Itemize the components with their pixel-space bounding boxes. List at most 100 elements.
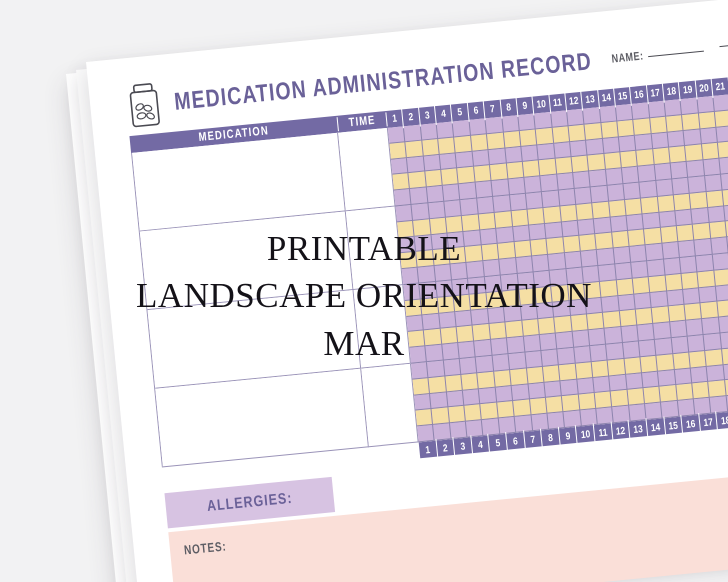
grid-cell[interactable] xyxy=(607,184,626,202)
grid-cell[interactable] xyxy=(474,340,493,358)
grid-cell[interactable] xyxy=(520,303,539,322)
grid-cell[interactable] xyxy=(522,160,541,178)
grid-cell[interactable] xyxy=(488,148,507,166)
grid-cell[interactable] xyxy=(428,201,446,220)
grid-cell[interactable] xyxy=(489,322,508,341)
grid-cell[interactable] xyxy=(459,357,478,375)
grid-cell[interactable] xyxy=(528,223,547,241)
grid-cell[interactable] xyxy=(718,141,728,159)
grid-cell[interactable] xyxy=(491,179,510,197)
grid-cell[interactable] xyxy=(457,167,476,185)
grid-cell[interactable] xyxy=(638,165,657,183)
grid-cell[interactable] xyxy=(424,329,443,347)
grid-cell[interactable] xyxy=(687,160,705,178)
grid-cell[interactable] xyxy=(490,338,509,356)
grid-cell[interactable] xyxy=(676,383,694,402)
grid-cell[interactable] xyxy=(431,233,450,251)
grid-cell[interactable] xyxy=(597,248,615,266)
grid-cell[interactable] xyxy=(570,314,589,333)
grid-cell[interactable] xyxy=(546,237,565,255)
grid-cell[interactable] xyxy=(619,309,638,328)
grid-cell[interactable] xyxy=(523,335,542,353)
grid-cell[interactable] xyxy=(641,196,660,214)
grid-cell[interactable] xyxy=(606,342,625,361)
grid-cell[interactable] xyxy=(444,200,463,218)
grid-cell[interactable] xyxy=(468,277,487,295)
grid-cell[interactable] xyxy=(576,203,595,221)
grid-cell[interactable] xyxy=(458,341,477,359)
grid-cell[interactable] xyxy=(428,376,447,394)
grid-cell[interactable] xyxy=(410,187,429,205)
grid-cell[interactable] xyxy=(445,215,464,234)
grid-cell[interactable] xyxy=(563,236,581,254)
grid-cell[interactable] xyxy=(425,344,444,363)
grid-cell[interactable] xyxy=(684,303,703,321)
grid-cell[interactable] xyxy=(484,275,503,293)
grid-cell[interactable] xyxy=(483,259,501,278)
grid-cell[interactable] xyxy=(616,278,635,296)
grid-cell[interactable] xyxy=(552,300,571,318)
grid-cell[interactable] xyxy=(575,361,594,380)
grid-cell[interactable] xyxy=(722,188,728,206)
grid-cell[interactable] xyxy=(412,377,431,396)
grid-cell[interactable] xyxy=(583,281,602,299)
grid-cell[interactable] xyxy=(678,240,697,258)
grid-cell[interactable] xyxy=(703,158,722,177)
grid-cell[interactable] xyxy=(517,272,536,290)
grid-cell[interactable] xyxy=(533,270,552,289)
grid-cell[interactable] xyxy=(675,209,694,227)
grid-cell[interactable] xyxy=(478,212,497,230)
grid-cell[interactable] xyxy=(659,210,677,229)
grid-cell[interactable] xyxy=(649,116,668,134)
grid-cell[interactable] xyxy=(525,192,544,210)
grid-cell[interactable] xyxy=(594,217,612,235)
grid-cell[interactable] xyxy=(588,328,607,347)
grid-cell[interactable] xyxy=(508,177,526,196)
grid-cell[interactable] xyxy=(712,253,728,271)
time-cell[interactable] xyxy=(361,363,419,448)
grid-cell[interactable] xyxy=(621,325,639,343)
grid-cell[interactable] xyxy=(671,336,690,354)
grid-cell[interactable] xyxy=(502,289,521,307)
grid-cell[interactable] xyxy=(719,157,728,175)
grid-cell[interactable] xyxy=(497,242,516,260)
grid-cell[interactable] xyxy=(499,258,518,276)
grid-cell[interactable] xyxy=(440,327,459,345)
grid-cell[interactable] xyxy=(480,402,499,421)
grid-cell[interactable] xyxy=(473,324,491,342)
name-field-group[interactable]: NAME: xyxy=(611,45,704,66)
grid-cell[interactable] xyxy=(413,219,432,237)
grid-cell[interactable] xyxy=(555,332,574,350)
grid-cell[interactable] xyxy=(430,391,449,410)
grid-cell[interactable] xyxy=(600,280,619,298)
grid-cell[interactable] xyxy=(656,353,675,372)
grid-cell[interactable] xyxy=(656,179,674,197)
date-input-line[interactable] xyxy=(719,34,728,48)
grid-cell[interactable] xyxy=(411,203,430,221)
grid-cell[interactable] xyxy=(705,349,724,367)
grid-cell[interactable] xyxy=(623,182,642,200)
grid-cell[interactable] xyxy=(555,157,574,175)
grid-cell[interactable] xyxy=(704,333,722,351)
grid-cell[interactable] xyxy=(676,224,695,243)
grid-cell[interactable] xyxy=(614,262,633,281)
grid-cell[interactable] xyxy=(515,256,534,274)
grid-cell[interactable] xyxy=(594,391,613,410)
grid-cell[interactable] xyxy=(693,223,712,241)
grid-cell[interactable] xyxy=(559,204,578,222)
grid-cell[interactable] xyxy=(690,366,709,384)
grid-cell[interactable] xyxy=(577,218,596,237)
grid-cell[interactable] xyxy=(548,253,567,271)
grid-cell[interactable] xyxy=(432,248,451,267)
grid-cell[interactable] xyxy=(506,162,525,180)
grid-cell[interactable] xyxy=(427,360,446,378)
grid-cell[interactable] xyxy=(434,264,453,282)
grid-cell[interactable] xyxy=(669,146,688,164)
grid-cell[interactable] xyxy=(494,211,513,229)
grid-cell[interactable] xyxy=(637,324,656,342)
grid-cell[interactable] xyxy=(694,239,713,257)
grid-cell[interactable] xyxy=(558,188,577,207)
grid-cell[interactable] xyxy=(625,198,643,216)
grid-cell[interactable] xyxy=(553,141,572,160)
grid-cell[interactable] xyxy=(644,228,663,246)
